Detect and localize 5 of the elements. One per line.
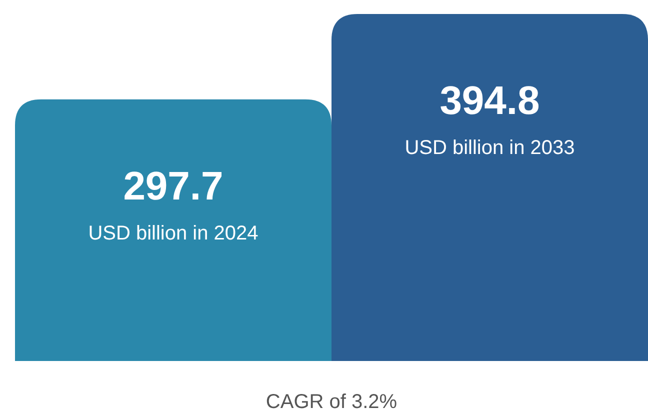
text: CAGR of 3.2% — [266, 391, 398, 412]
x-tick-label: USD billion in 2033 — [404, 137, 575, 159]
x-tick-label: USD billion in 2024 — [88, 222, 258, 244]
data-label: 394.8 — [440, 79, 540, 123]
data-label: 297.7 — [123, 164, 224, 208]
